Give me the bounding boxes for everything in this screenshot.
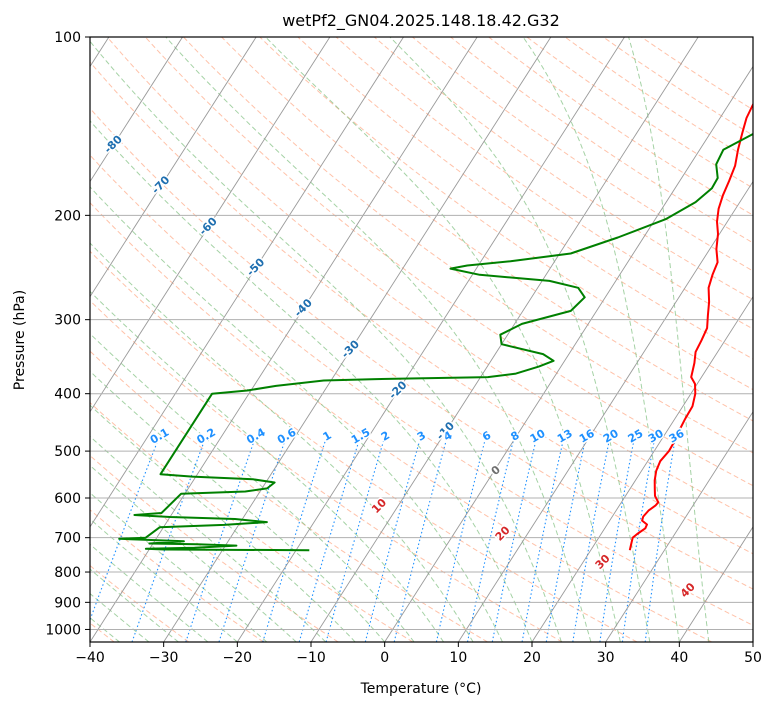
y-tick-label: 400 [54,387,81,403]
moist-adiabat-line [90,435,327,642]
moist-adiabat-line [165,37,592,642]
isotherm-line [90,37,478,642]
dry-adiabat-line [297,37,753,360]
dry-adiabat-line [90,300,563,642]
isotherm-line [531,295,753,642]
x-axis-ticks: −40 −30 −20 −10 0 10 20 30 40 50 [75,642,762,666]
dry-adiabat-line [450,37,753,244]
isobars [90,37,753,630]
chart-title: wetPf2_GN04.2025.148.18.42.G32 [282,11,560,31]
moist-adiabat-line [90,40,562,642]
dry-adiabat-line [106,37,753,520]
dry-adiabat-line [335,37,753,330]
x-tick-label: 0 [380,650,389,666]
sounding-series [118,102,753,552]
dry-adiabat-line [526,37,753,189]
isotherm-line [90,37,331,413]
isotherm-label: -100 [2,51,31,80]
moist-adiabat-line [90,186,503,642]
moist-adiabat-line [628,37,710,642]
dry-adiabat-line [90,250,638,642]
y-tick-label: 1000 [45,622,81,638]
isotherms [90,37,753,642]
dry-adiabat-line [90,202,712,642]
moist-adiabat-line [522,37,680,642]
mixing-ratio-line [298,440,360,642]
moist-adiabat-line [90,492,268,642]
mixing-ratio-lines [90,440,676,642]
mixing-ratio-line [364,440,421,642]
moist-adiabat-line [90,568,179,642]
temperature-profile-line [628,102,753,551]
moist-adiabat-line [90,370,386,642]
isotherm-line [90,37,404,528]
dry-adiabat-line [564,37,753,163]
y-tick-label: 700 [54,531,81,547]
moist-adiabat-line [90,290,445,642]
y-tick-label: 200 [54,208,81,224]
y-axis-title: Pressure (hPa) [12,290,28,390]
isotherm-line [457,180,753,642]
moist-adiabat-line [90,242,474,642]
y-tick-label: 900 [54,595,81,611]
moist-adiabat-line [90,404,356,642]
x-axis-title: Temperature (°C) [360,681,482,697]
moist-adiabat-line [90,518,238,642]
isotherm-line [236,37,625,642]
isotherm-line [678,526,753,642]
moist-adiabat-line [90,543,209,642]
dewpoint-profile-line [118,132,753,552]
mixing-ratio-line [218,440,286,642]
x-tick-label: 20 [523,650,541,666]
x-tick-label: −10 [296,650,326,666]
mixing-ratio-line [435,440,486,642]
plot-frame [89,36,754,643]
isotherm-line [90,37,257,298]
isotherm-line [90,37,183,183]
mixing-ratio-line [185,440,255,642]
dry-adiabat-line [259,37,753,391]
dry-adiabats [90,37,753,642]
dry-adiabat-line [90,61,753,555]
mixing-ratio-line [393,440,447,642]
mixing-ratio-line [466,440,514,642]
dry-adiabat-line [144,37,753,487]
isotherm-line [310,37,699,642]
x-tick-label: 10 [449,650,467,666]
plot-background [90,37,753,642]
x-tick-label: −40 [75,650,105,666]
mixing-ratio-line [325,440,385,642]
isotherm-line [752,641,753,642]
x-tick-label: −30 [149,650,179,666]
x-tick-label: 40 [670,650,688,666]
y-tick-label: 500 [54,444,81,460]
moist-adiabat-line [265,37,621,642]
x-tick-label: −20 [223,650,253,666]
dry-adiabat-line [373,37,753,301]
x-tick-label: 50 [744,650,762,666]
isotherm-line [163,37,552,642]
x-tick-label: 30 [597,650,615,666]
moist-adiabat-line [389,37,651,642]
dry-adiabat-line [90,509,264,642]
y-tick-label: 300 [54,313,81,329]
dry-adiabat-line [90,107,753,590]
y-tick-label: 600 [54,491,81,507]
y-axis-ticks: 100 200 300 400 500 600 700 800 900 1000 [45,30,90,638]
isotherm-label: -90 [54,92,77,115]
mixing-ratio-line [262,440,326,642]
y-tick-label: 100 [54,30,81,46]
isotherm-line [605,410,753,642]
dry-adiabat-line [90,154,753,626]
isotherm-line [384,65,753,642]
dry-adiabat-line [183,37,753,454]
y-tick-label: 800 [54,565,81,581]
